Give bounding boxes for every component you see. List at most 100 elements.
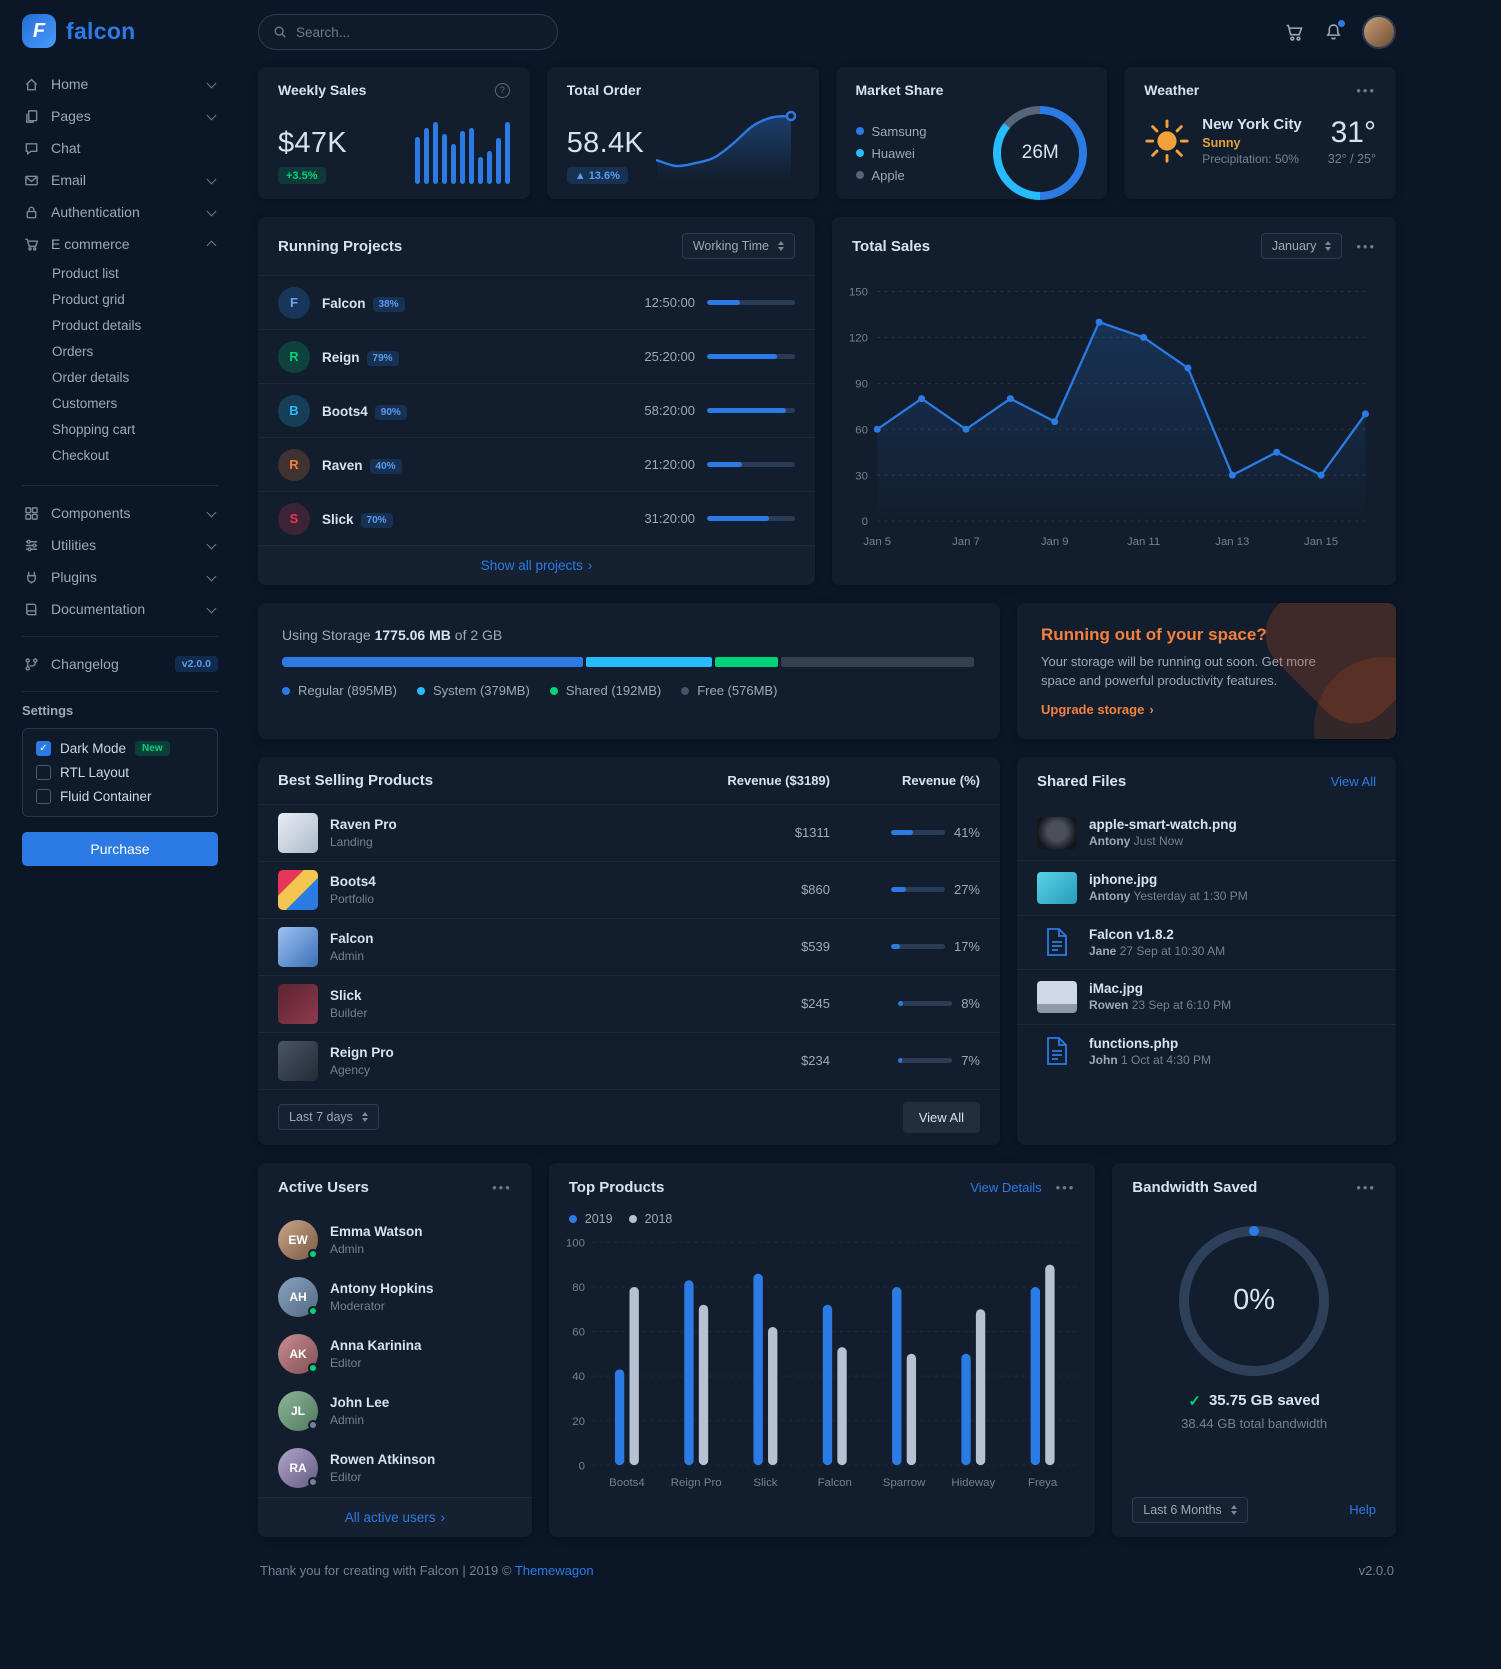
project-row[interactable]: R Raven 40% 21:20:00 xyxy=(258,437,815,491)
avatar: AK xyxy=(278,1334,318,1375)
project-row[interactable]: B Boots4 90% 58:20:00 xyxy=(258,383,815,437)
month-select[interactable]: January xyxy=(1260,233,1343,259)
all-active-users-link[interactable]: All active users › xyxy=(258,1496,532,1537)
space-warning-title: Running out of your space? xyxy=(1041,625,1267,644)
card-menu-icon[interactable]: ••• xyxy=(492,1179,512,1195)
weekly-sales-badge: +3.5% xyxy=(278,167,326,184)
list-item[interactable]: functions.php John 1 Oct at 4:30 PM xyxy=(1017,1023,1396,1078)
shared-files-card: Shared Files View All apple-smart-watch.… xyxy=(1017,756,1396,1145)
sidebar-item-authentication[interactable]: Authentication xyxy=(22,196,218,228)
table-row[interactable]: Boots4 Portfolio $860 27% xyxy=(258,860,1000,918)
sidebar-item-utilities[interactable]: Utilities xyxy=(22,529,218,561)
link-label: All active users xyxy=(344,1509,436,1525)
user-avatar[interactable] xyxy=(1362,15,1396,49)
file-thumbnail xyxy=(1037,871,1077,904)
sidebar-item-product-details[interactable]: Product details xyxy=(52,317,142,333)
view-all-link[interactable]: View All xyxy=(1330,773,1376,789)
list-item[interactable]: AK Anna Karinina Editor xyxy=(258,1326,532,1383)
brand-logo[interactable]: F falcon xyxy=(22,14,218,48)
list-item[interactable]: EW Emma Watson Admin xyxy=(258,1212,532,1269)
file-user: Rowen xyxy=(1089,998,1129,1013)
legend-label: System (379MB) xyxy=(433,683,530,698)
rtl-layout-toggle[interactable]: ✓ RTL Layout xyxy=(36,765,204,780)
view-all-button[interactable]: View All xyxy=(902,1101,980,1133)
file-icon xyxy=(1037,1036,1077,1066)
themewagon-link[interactable]: Themewagon xyxy=(514,1562,594,1578)
svg-text:Jan 13: Jan 13 xyxy=(1215,536,1249,548)
table-row[interactable]: Falcon Admin $539 17% xyxy=(258,917,1000,975)
nav-label: Components xyxy=(51,505,131,521)
purchase-button[interactable]: Purchase xyxy=(22,832,218,866)
sidebar-item-checkout[interactable]: Checkout xyxy=(52,447,110,463)
sidebar-item-plugins[interactable]: Plugins xyxy=(22,561,218,593)
sidebar-item-documentation[interactable]: Documentation xyxy=(22,593,218,625)
svg-text:Boots4: Boots4 xyxy=(609,1477,645,1489)
view-details-link[interactable]: View Details xyxy=(970,1179,1042,1195)
last-7-days-select[interactable]: Last 7 days xyxy=(278,1104,379,1131)
settings-panel: ✓ Dark Mode New ✓ RTL Layout ✓ Fluid Con… xyxy=(22,728,218,817)
list-item[interactable]: AH Antony Hopkins Moderator xyxy=(258,1269,532,1326)
list-item[interactable]: apple-smart-watch.png Antony Just Now xyxy=(1017,806,1396,860)
list-item[interactable]: iMac.jpg Rowen 23 Sep at 6:10 PM xyxy=(1017,968,1396,1024)
sidebar-item-pages[interactable]: Pages xyxy=(22,100,218,132)
bandwidth-percent: 0% xyxy=(1233,1284,1276,1317)
help-link[interactable]: Help xyxy=(1349,1502,1376,1518)
revenue-percent: 7% xyxy=(961,1053,980,1069)
list-item[interactable]: JL John Lee Admin xyxy=(258,1383,532,1440)
weather-range: 32° / 25° xyxy=(1327,152,1376,166)
sidebar-item-customers[interactable]: Customers xyxy=(52,395,118,411)
bell-icon[interactable] xyxy=(1323,19,1345,43)
svg-text:Jan 11: Jan 11 xyxy=(1127,536,1160,548)
list-item[interactable]: iphone.jpg Antony Yesterday at 1:30 PM xyxy=(1017,859,1396,915)
project-row[interactable]: R Reign 79% 25:20:00 xyxy=(258,329,815,383)
project-avatar: B xyxy=(278,394,310,427)
sidebar-item-components[interactable]: Components xyxy=(22,497,218,529)
weather-condition: Sunny xyxy=(1202,136,1241,150)
sidebar-item-product-grid[interactable]: Product grid xyxy=(52,291,125,307)
sidebar-item-changelog[interactable]: Changelog v2.0.0 xyxy=(22,648,218,680)
file-user: Antony xyxy=(1089,834,1131,849)
file-name: Falcon v1.8.2 xyxy=(1089,926,1174,942)
card-menu-icon[interactable]: ••• xyxy=(1055,1179,1076,1195)
list-item[interactable]: RA Rowen Atkinson Editor xyxy=(258,1440,532,1497)
upgrade-storage-link[interactable]: Upgrade storage › xyxy=(1041,702,1154,717)
sidebar-item-home[interactable]: Home xyxy=(22,68,218,100)
nav-label: Home xyxy=(51,76,89,92)
sidebar-item-ecommerce[interactable]: E commerce xyxy=(22,228,218,260)
dark-mode-toggle[interactable]: ✓ Dark Mode New xyxy=(36,741,204,756)
card-menu-icon[interactable]: ••• xyxy=(1356,238,1376,254)
table-row[interactable]: Slick Builder $245 8% xyxy=(258,974,1000,1032)
product-name: Reign Pro xyxy=(330,1044,394,1060)
notification-dot xyxy=(1338,19,1345,27)
sidebar-item-shopping-cart[interactable]: Shopping cart xyxy=(52,421,136,437)
list-item[interactable]: Falcon v1.8.2 Jane 27 Sep at 10:30 AM xyxy=(1017,914,1396,969)
card-menu-icon[interactable]: ••• xyxy=(1356,1179,1376,1195)
fluid-container-toggle[interactable]: ✓ Fluid Container xyxy=(36,789,204,804)
storage-label: Using Storage xyxy=(282,627,371,643)
help-icon[interactable]: ? xyxy=(494,82,510,98)
total-sales-line-chart: 0 30 60 90 120 150 Jan 5 Jan 7 Jan 9 Jan 11 Jan 13… xyxy=(832,275,1396,585)
sidebar-item-chat[interactable]: Chat xyxy=(22,132,218,164)
storage-row: Using Storage 1775.06 MB of 2 GB Regular… xyxy=(258,603,1396,739)
file-time: 1 Oct at 4:30 PM xyxy=(1121,1052,1212,1067)
sidebar-item-order-details[interactable]: Order details xyxy=(52,369,130,385)
product-category: Landing xyxy=(330,834,373,849)
sidebar-item-product-list[interactable]: Product list xyxy=(52,265,119,281)
search-input[interactable] xyxy=(296,24,543,40)
table-row[interactable]: Raven Pro Landing $1311 41% xyxy=(258,803,1000,861)
best-selling-card: Best Selling Products Revenue ($3189) Re… xyxy=(258,756,1000,1145)
last-6-months-select[interactable]: Last 6 Months xyxy=(1132,1496,1248,1523)
project-time: 58:20:00 xyxy=(644,403,695,418)
cart-icon[interactable] xyxy=(1284,22,1305,43)
sidebar-item-orders[interactable]: Orders xyxy=(52,343,94,359)
working-time-select[interactable]: Working Time xyxy=(681,233,795,259)
project-progressbar xyxy=(707,408,795,413)
card-menu-icon[interactable]: ••• xyxy=(1356,82,1376,98)
project-row[interactable]: S Slick 70% 31:20:00 xyxy=(258,491,815,545)
project-row[interactable]: F Falcon 38% 12:50:00 xyxy=(258,275,815,329)
table-row[interactable]: Reign Pro Agency $234 7% xyxy=(258,1031,1000,1089)
sidebar-item-email[interactable]: Email xyxy=(22,164,218,196)
show-all-projects-link[interactable]: Show all projects › xyxy=(258,545,815,585)
file-meta: John 1 Oct at 4:30 PM xyxy=(1089,1053,1211,1067)
email-icon xyxy=(22,173,40,188)
